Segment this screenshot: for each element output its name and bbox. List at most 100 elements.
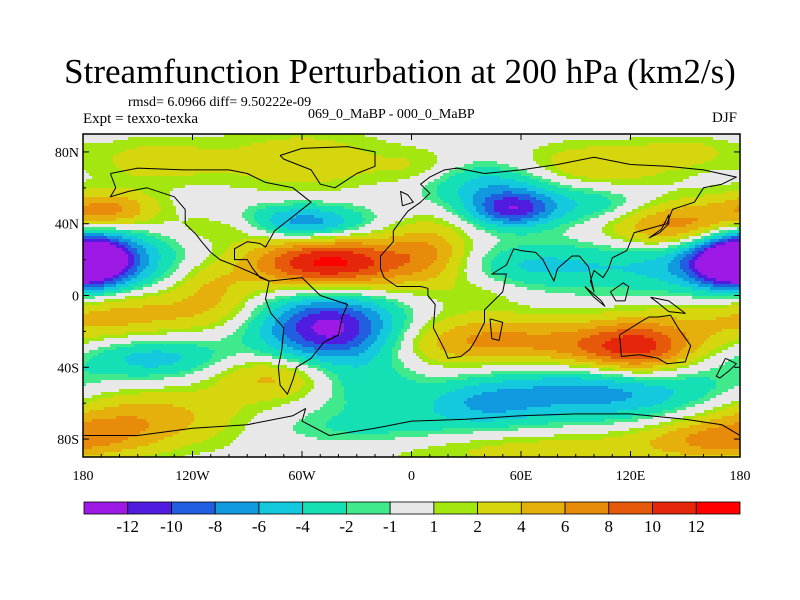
contour-cell [716, 245, 740, 249]
contour-cell [410, 326, 422, 330]
contour-cell [497, 254, 665, 258]
contour-cell [353, 209, 371, 213]
contour-cell [548, 221, 569, 225]
contour-cell [164, 221, 182, 225]
contour-cell [224, 134, 365, 138]
contour-cell [389, 269, 422, 273]
contour-cell [392, 314, 407, 318]
contour-cell [680, 239, 692, 243]
contour-cell [263, 302, 269, 306]
contour-cell [290, 218, 323, 222]
colorbar-box [433, 501, 479, 515]
contour-cell [356, 275, 395, 279]
contour-cell [551, 212, 566, 216]
contour-cell [716, 383, 740, 387]
contour-cell [257, 263, 275, 267]
contour-cell [698, 251, 704, 255]
contour-cell [275, 260, 290, 264]
colorbar-box [564, 501, 610, 515]
contour-cell [677, 317, 716, 321]
contour-cell [455, 224, 473, 228]
contour-cell [326, 422, 548, 426]
contour-cell [359, 353, 377, 357]
contour-cell [674, 251, 683, 255]
contour-cell [257, 188, 341, 192]
contour-cell [305, 371, 323, 375]
contour-cell [344, 221, 362, 225]
contour-cell [413, 350, 422, 354]
contour-cell [467, 377, 542, 381]
contour-cell [428, 149, 533, 153]
contour-cell [305, 395, 332, 399]
contour-cell [452, 227, 461, 231]
contour-cell [263, 320, 275, 324]
x-tick-label: 0 [408, 469, 415, 484]
contour-cell [572, 173, 656, 177]
contour-cell [722, 236, 731, 240]
contour-cell [233, 266, 257, 270]
contour-cell [656, 257, 674, 261]
contour-cell [329, 398, 344, 402]
contour-cell [533, 149, 566, 153]
contour-cell [332, 389, 344, 393]
contour-cell [482, 266, 491, 270]
contour-cell [380, 332, 389, 336]
contour-cell [158, 212, 176, 216]
contour-cell [653, 404, 683, 408]
contour-cell [698, 347, 716, 351]
contour-cell [449, 176, 479, 180]
colorbar-label: -6 [252, 517, 266, 536]
contour-cell [359, 320, 371, 324]
contour-cell [680, 266, 689, 270]
contour-cell [143, 191, 170, 195]
contour-cell [614, 368, 662, 372]
contour-cell [257, 260, 275, 264]
contour-cell [578, 329, 617, 333]
contour-cell [509, 248, 599, 252]
contour-cell [578, 341, 605, 345]
contour-cell [83, 443, 110, 447]
contour-cell [641, 209, 665, 213]
contour-cell [203, 311, 230, 315]
contour-cell [335, 242, 362, 246]
contour-cell [314, 137, 377, 141]
contour-cell [695, 404, 722, 408]
contour-cell [671, 347, 683, 351]
contour-cell [572, 185, 710, 189]
contour-cell [248, 233, 284, 237]
contour-cell [239, 311, 251, 315]
contour-cell [413, 449, 470, 453]
contour-cell [257, 305, 266, 309]
contour-cell [668, 290, 707, 294]
contour-cell [662, 425, 689, 429]
contour-cell [272, 362, 299, 366]
contour-cell [455, 278, 467, 282]
contour-cell [695, 416, 722, 420]
colorbar-label: 1 [430, 517, 439, 536]
contour-cell [236, 263, 257, 267]
contour-cell [83, 365, 143, 369]
contour-cell [377, 182, 428, 186]
contour-cell [716, 317, 740, 321]
contour-cell [209, 359, 221, 363]
contour-cell [230, 185, 359, 189]
contour-cell [491, 269, 527, 273]
contour-cell [449, 203, 464, 207]
contour-cell [242, 230, 266, 234]
contour-cell [197, 146, 239, 150]
contour-cell [467, 404, 551, 408]
contour-cell [269, 344, 287, 348]
colorbar-box [258, 501, 304, 515]
contour-cell [710, 335, 740, 339]
contour-cell [305, 434, 428, 438]
contour-cell [635, 212, 656, 216]
contour-cell [419, 347, 440, 351]
contour-cell [452, 251, 464, 255]
contour-cell [221, 299, 242, 303]
contour-cell [101, 380, 200, 384]
contour-cell [662, 353, 677, 357]
contour-cell [428, 362, 560, 366]
contour-cell [413, 314, 437, 318]
contour-cell [461, 260, 467, 264]
contour-cell [230, 272, 266, 276]
